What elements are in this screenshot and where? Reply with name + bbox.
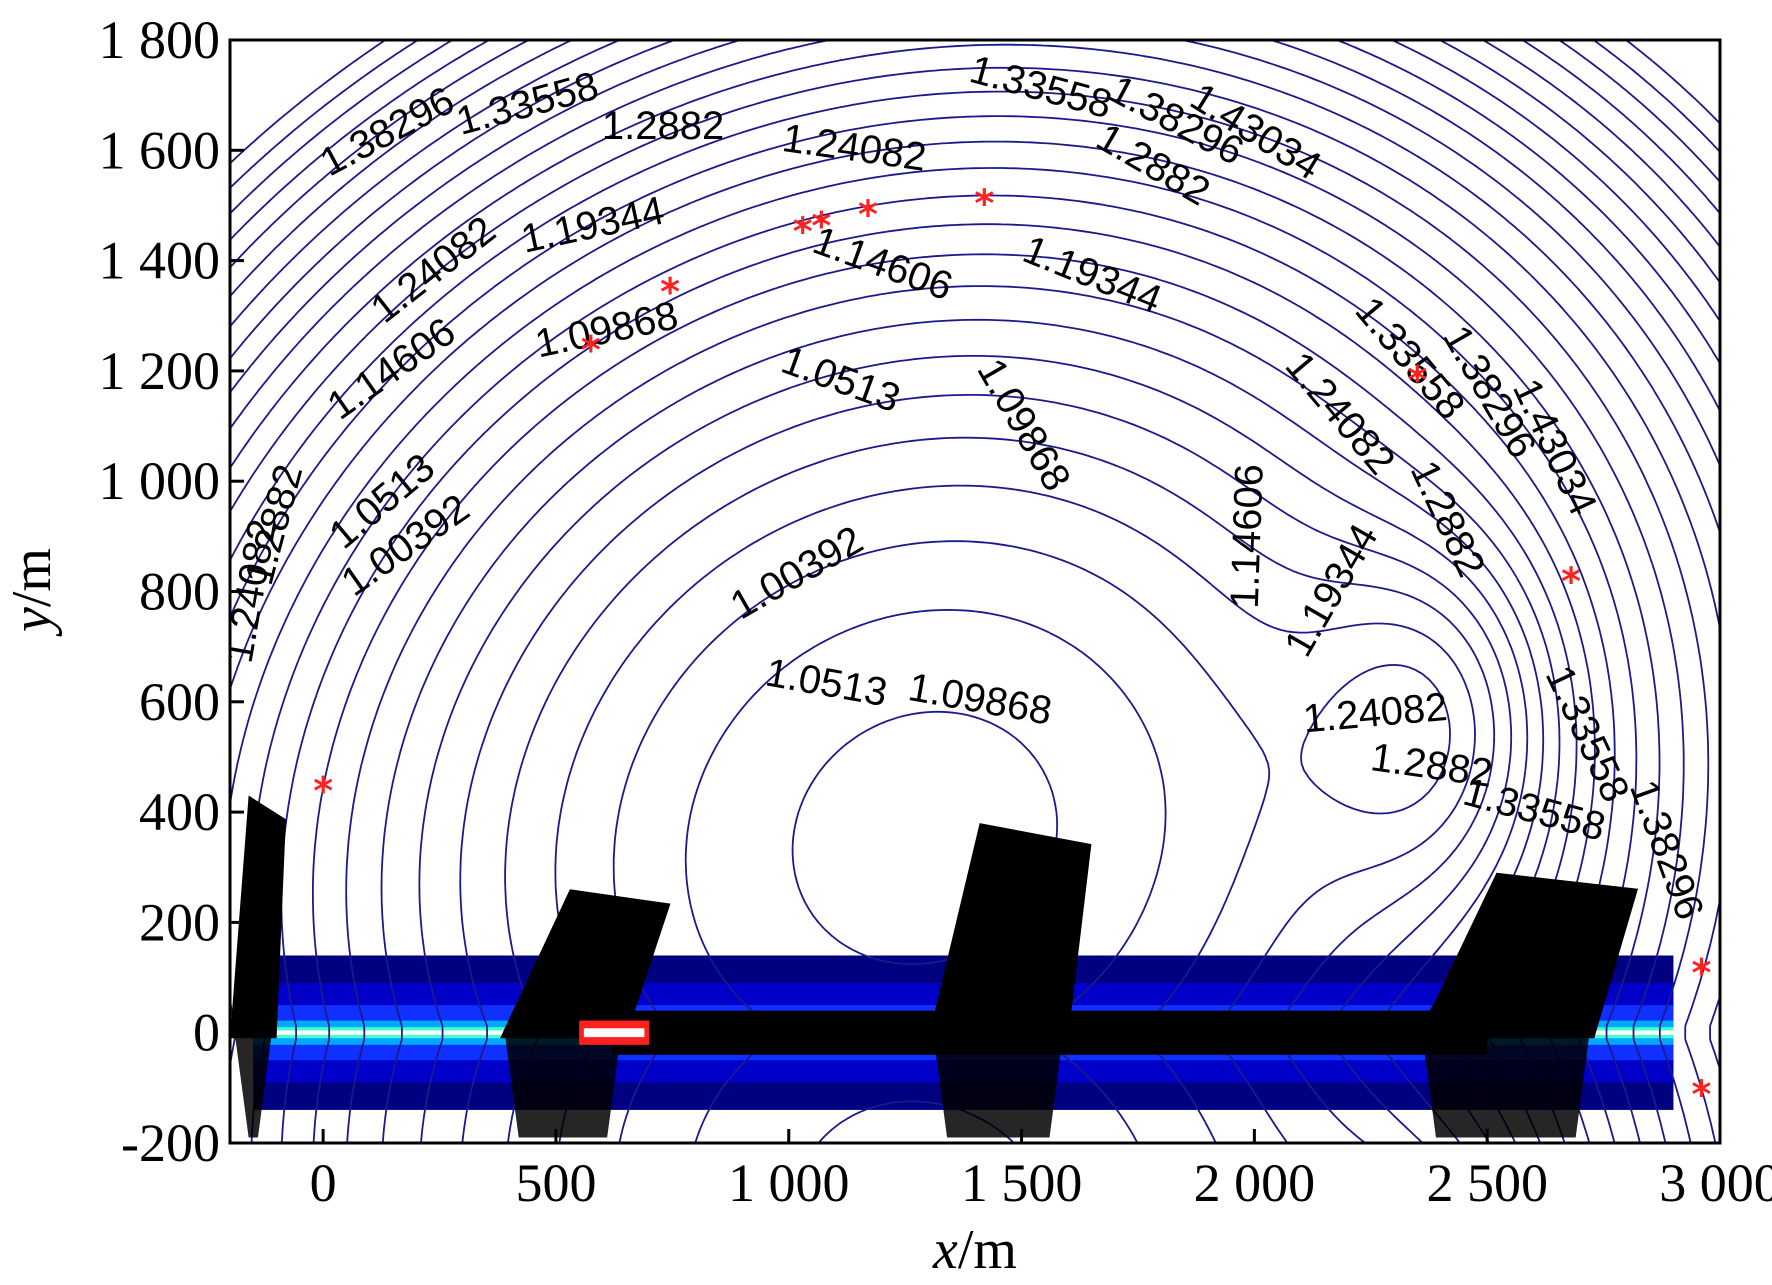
x-axis-title: x/m: [932, 1219, 1017, 1281]
marker-star: *: [1407, 358, 1427, 402]
marker-star: *: [793, 209, 813, 253]
label-cluster: [230, 795, 286, 1039]
hot-spot-core: [583, 1028, 645, 1038]
dense-contour-clusters: [230, 795, 1639, 1138]
y-tick-label: -200: [121, 1113, 220, 1173]
x-tick-label: 3 000: [1659, 1153, 1772, 1213]
label-cluster: [1417, 872, 1639, 1039]
marker-star: *: [1561, 559, 1581, 603]
x-tick-label: 2 000: [1194, 1153, 1316, 1213]
y-axis-ticks: -200 0 200 400 600 800 1 000 1 200 1 400 1 600 1 8…: [99, 10, 244, 1173]
marker-star: *: [1691, 1072, 1711, 1116]
markers: ***** * *****: [313, 182, 1711, 1117]
y-tick-label: 400: [139, 782, 220, 842]
marker-star: *: [1691, 951, 1711, 995]
x-tick-label: 500: [515, 1153, 596, 1213]
contour-label: 1.2882: [602, 104, 724, 148]
label-cluster: [500, 889, 671, 1039]
x-tick-label: 0: [310, 1153, 337, 1213]
contour-line: [230, 115, 1685, 1143]
x-tick-label: 1 500: [961, 1153, 1083, 1213]
x-tick-label: 1 000: [728, 1153, 850, 1213]
y-tick-label: 1 400: [99, 231, 221, 291]
contour-line: [230, 40, 1720, 189]
label-cluster: [234, 1032, 272, 1138]
marker-star: *: [811, 204, 831, 248]
contour-label: 1.14606: [1223, 463, 1272, 609]
y-tick-label: 1 000: [99, 451, 221, 511]
y-tick-label: 600: [139, 672, 220, 732]
x-axis-ticks: 0 500 1 000 1 500 2 000 2 500 3 000: [310, 1129, 1772, 1213]
label-band: [611, 1010, 1488, 1055]
label-cluster: [933, 1032, 1064, 1138]
y-tick-label: 800: [139, 562, 220, 622]
contour-line: [230, 40, 1720, 328]
marker-star: *: [313, 769, 333, 813]
label-cluster: [1422, 1032, 1590, 1138]
x-tick-label: 2 500: [1426, 1153, 1548, 1213]
y-tick-label: 1 200: [99, 341, 221, 401]
contour-line: [230, 40, 1720, 269]
label-cluster: [928, 823, 1092, 1039]
marker-star: *: [581, 328, 601, 372]
y-tick-label: 1 600: [99, 120, 221, 180]
contour-line: [230, 140, 1661, 1143]
y-tick-label: 0: [193, 1003, 220, 1063]
y-tick-label: 200: [139, 892, 220, 952]
y-axis-title: y/m: [1, 548, 63, 637]
marker-star: *: [858, 193, 878, 237]
contour-line: [230, 40, 1720, 164]
contour-line: [230, 40, 1720, 241]
contour-lines: [230, 40, 1720, 1143]
y-tick-label: 1 800: [99, 10, 221, 70]
label-cluster: [504, 1032, 622, 1138]
marker-star: *: [974, 182, 994, 226]
marker-star: *: [660, 270, 680, 314]
